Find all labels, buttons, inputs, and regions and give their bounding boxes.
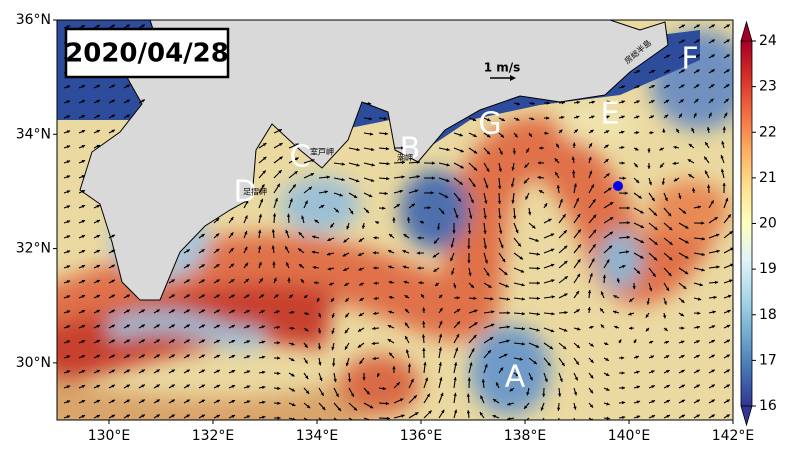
colorbar: 16 17 18 19 20 21 22 23 24	[741, 22, 777, 425]
region-label: E	[601, 97, 620, 132]
x-tick-label: 136°E	[400, 428, 443, 444]
colorbar-tick-label: 17	[759, 352, 777, 368]
vector-head	[323, 420, 326, 423]
colorbar-tick-label: 22	[759, 124, 777, 140]
y-tick-label: 36°N	[16, 12, 51, 28]
y-tick-label: 34°N	[16, 126, 51, 142]
y-tick-label: 30°N	[16, 355, 51, 371]
y-tick-label: 32°N	[16, 241, 51, 257]
colorbar-tick-label: 20	[759, 216, 777, 232]
vector-head	[541, 421, 544, 424]
vector-head	[339, 421, 342, 424]
station-marker	[613, 181, 623, 191]
colorbar-tick-label: 23	[759, 79, 777, 95]
x-tick-label: 140°E	[608, 428, 651, 444]
colorbar-tick-label: 18	[759, 307, 777, 323]
date-label: 2020/04/28	[65, 39, 229, 69]
place-name: 室戸岬	[310, 147, 334, 157]
region-label: A	[505, 360, 526, 395]
region-label: G	[478, 107, 501, 142]
colorbar-tick-label: 19	[759, 261, 777, 277]
x-tick-label: 132°E	[192, 428, 235, 444]
region-label: F	[681, 42, 698, 77]
map-area	[40, 20, 750, 425]
colorbar-body	[741, 41, 752, 406]
vector-head	[557, 421, 560, 424]
x-tick-label: 138°E	[504, 428, 547, 444]
colorbar-tick-label: 16	[759, 398, 777, 414]
region-label: C	[290, 140, 311, 175]
colorbar-tick-label: 21	[759, 170, 777, 186]
place-name: 潮岬	[397, 153, 413, 163]
scale-label: 1 m/s	[484, 61, 521, 75]
x-tick-label: 130°E	[88, 428, 131, 444]
x-tick-label: 142°E	[712, 428, 755, 444]
vector-head	[355, 421, 358, 424]
colorbar-extend-bottom	[741, 406, 752, 425]
colorbar-extend-top	[741, 22, 752, 41]
vector-head	[573, 420, 576, 423]
place-name: 足摺岬	[243, 187, 267, 197]
colorbar-tick-label: 24	[759, 33, 777, 49]
x-tick-label: 134°E	[296, 428, 339, 444]
